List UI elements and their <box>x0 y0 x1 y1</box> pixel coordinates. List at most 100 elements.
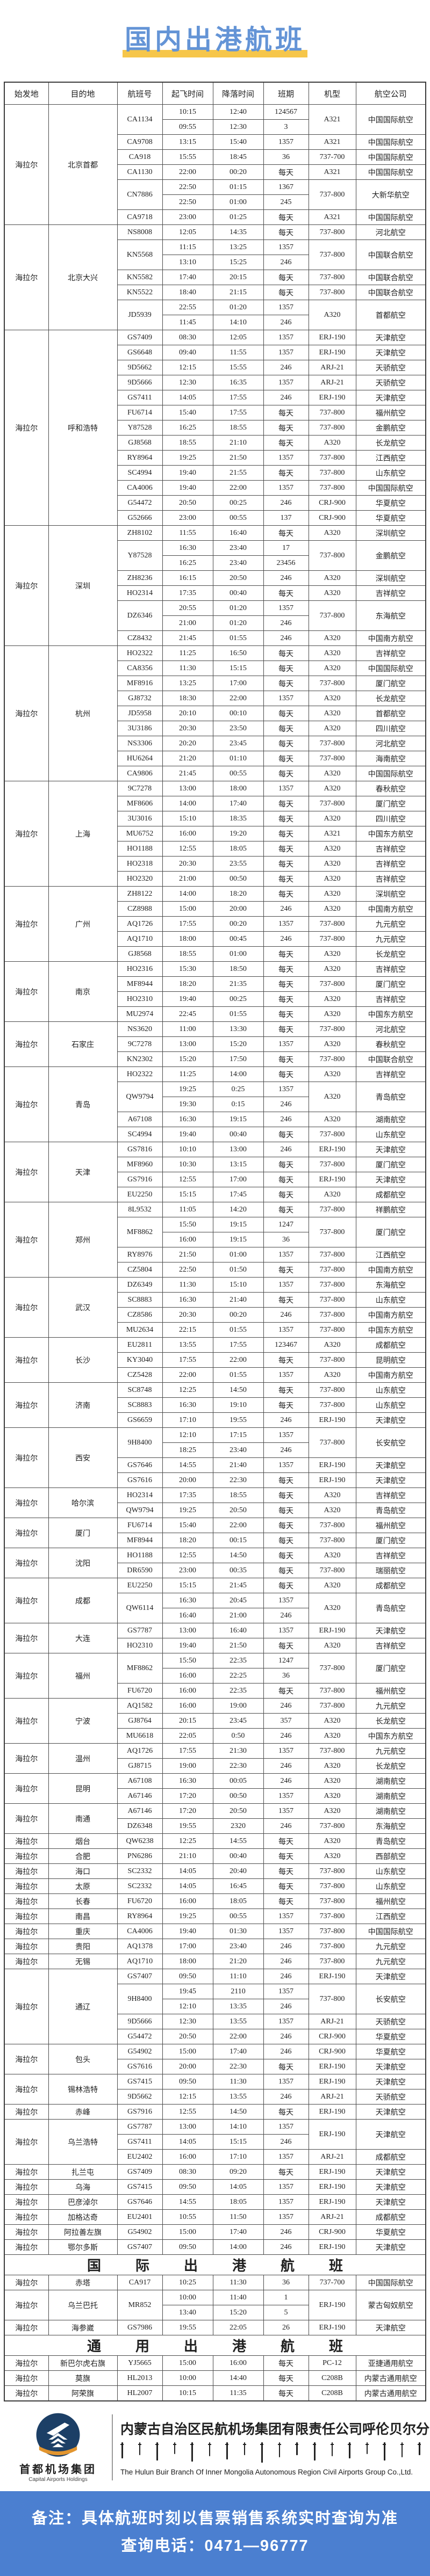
flight-row: 海拉尔 巴彦淖尔 GS7646 14:55 18:05 1357 ERJ-190 天津航空 <box>4 2194 426 2210</box>
cell-aircraft: 737-800 <box>308 1292 356 1308</box>
cell-airline: 天津航空 <box>355 2239 426 2255</box>
cell-aircraft: 737-800 <box>308 1743 356 1759</box>
cell-departure-time: 15:00 <box>162 2355 213 2371</box>
cell-flight-no: GS7616 <box>117 2059 163 2074</box>
cell-aircraft: ARJ-21 <box>308 2209 356 2225</box>
cell-destination: 南昌 <box>48 1909 118 1924</box>
cell-flight-no: CZ8586 <box>117 1307 163 1323</box>
cell-days: 1 <box>263 2290 309 2305</box>
cell-arrival-time: 21:55 <box>212 465 264 481</box>
cell-days: 每天 <box>263 841 309 857</box>
flight-row: 3U3186 20:30 23:50 每天 A320 四川航空 <box>4 721 426 736</box>
cell-days: 1357 <box>263 2194 309 2210</box>
cell-aircraft: 737-800 <box>308 1653 356 1684</box>
cell-flight-no: EU2250 <box>117 1187 163 1202</box>
cell-days: 36 <box>263 149 309 165</box>
cell-destination: 乌兰浩特 <box>48 2119 118 2165</box>
cell-aircraft: 737-800 <box>308 1127 356 1142</box>
cell-departure-time: 17:55 <box>162 916 213 932</box>
cell-aircraft: 737-800 <box>308 736 356 751</box>
cell-days: 1357 <box>263 916 309 932</box>
cell-aircraft: 737-800 <box>308 1277 356 1293</box>
col-header-7: 航空公司 <box>355 82 426 105</box>
cell-days: 每天 <box>263 1382 309 1398</box>
cell-origin: 海拉尔 <box>4 1518 49 1548</box>
cell-days: 1357 <box>263 134 309 150</box>
cell-departure-time: 14:00 <box>162 796 213 811</box>
cell-origin: 海拉尔 <box>4 2290 49 2320</box>
cell-airline: 江西航空 <box>355 1247 426 1262</box>
cell-arrival-time: 19:55 <box>212 1412 264 1428</box>
cell-origin: 海拉尔 <box>4 2370 49 2386</box>
cell-flight-no: 9H8400 <box>117 1984 163 2014</box>
flight-row: FU6720 16:00 22:35 每天 737-800 福州航空 <box>4 1683 426 1699</box>
cell-airline: 中国国际航空 <box>355 766 426 781</box>
cell-departure-time: 18:00 <box>162 931 213 947</box>
cell-airline: 东海航空 <box>355 1277 426 1293</box>
cell-airline: 华夏航空 <box>355 2029 426 2044</box>
cell-destination: 阿拉善左旗 <box>48 2224 118 2240</box>
cell-flight-no: G54902 <box>117 2044 163 2059</box>
cell-departure-time: 22:45 <box>162 1006 213 1022</box>
cell-aircraft: A320 <box>308 886 356 902</box>
flight-row: 16:00 22:25 36 <box>4 1668 426 1684</box>
cell-airline: 河北航空 <box>355 224 426 240</box>
flight-row: 海拉尔 乌兰浩特 GS7787 13:00 14:10 1357 ERJ-190 天津航空 <box>4 2119 426 2165</box>
cell-airline: 中国国际航空 <box>355 164 426 180</box>
cell-days: 1357 <box>263 2074 309 2089</box>
cell-aircraft: ARJ-21 <box>308 375 356 390</box>
cell-airline: 长安航空 <box>355 1427 426 1458</box>
logo-title: 首都机场集团 <box>19 2464 97 2476</box>
cell-flight-no: AQ1378 <box>117 1939 163 1954</box>
cell-days: 每天 <box>263 1187 309 1202</box>
cell-departure-time: 11:00 <box>162 1021 213 1037</box>
flight-row: EU2250 15:15 17:45 每天 A320 成都航空 <box>4 1187 426 1202</box>
cell-airline: 九元航空 <box>355 1954 426 1969</box>
cell-flight-no: GS7646 <box>117 2194 163 2210</box>
cell-arrival-time: 22:00 <box>212 691 264 706</box>
cell-flight-no: MF8862 <box>117 1653 163 1684</box>
cell-aircraft: A320 <box>308 570 356 586</box>
cell-aircraft: 737-800 <box>308 1021 356 1037</box>
cell-flight-no: GS7787 <box>117 2119 163 2135</box>
cell-arrival-time: 09:20 <box>212 2164 264 2180</box>
cell-departure-time: 13:10 <box>162 255 213 270</box>
flight-row: 19:30 0:15 246 <box>4 1097 426 1112</box>
cell-destination: 无锡 <box>48 1954 118 1969</box>
cell-departure-time: 12:30 <box>162 375 213 390</box>
cell-destination: 太原 <box>48 1878 118 1894</box>
cell-departure-time: 15:30 <box>162 961 213 977</box>
cell-days: 36 <box>263 2275 309 2290</box>
cell-aircraft: ERJ-190 <box>308 2164 356 2180</box>
logo-subtitle: Capital Airports Holdings <box>28 2477 88 2483</box>
cell-aircraft: 737-800 <box>308 1051 356 1067</box>
cell-days: 每天 <box>263 796 309 811</box>
col-header-4: 降落时间 <box>212 82 264 105</box>
cell-arrival-time: 01:20 <box>212 600 264 616</box>
cell-destination: 乌海 <box>48 2179 118 2195</box>
cell-arrival-time: 14:50 <box>212 2104 264 2120</box>
cell-flight-no: A67108 <box>117 1773 163 1789</box>
flight-row: EU2402 16:00 17:10 1357 ARJ-21 成都航空 <box>4 2149 426 2165</box>
flight-row: CZ8586 20:30 00:20 246 737-800 中国南方航空 <box>4 1307 426 1323</box>
cell-arrival-time: 20:50 <box>212 1503 264 1518</box>
cell-airline: 中国国际航空 <box>355 480 426 496</box>
cell-departure-time: 10:00 <box>162 2370 213 2386</box>
cell-departure-time: 21:00 <box>162 615 213 631</box>
cell-destination: 海参崴 <box>48 2320 118 2335</box>
cell-days: 1357 <box>263 691 309 706</box>
cell-flight-no: KN2302 <box>117 1051 163 1067</box>
cell-days: 每天 <box>263 465 309 481</box>
flight-row: MU6752 16:00 19:20 每天 A321 中国东方航空 <box>4 826 426 841</box>
cell-aircraft: 737-800 <box>308 1307 356 1323</box>
flight-row: 海拉尔 深圳 ZH8102 11:55 16:40 每天 A320 深圳航空 <box>4 525 426 646</box>
flight-row: HO2310 19:40 21:50 每天 A320 吉祥航空 <box>4 1638 426 1653</box>
cell-aircraft: 737-800 <box>308 1427 356 1458</box>
cell-aircraft: A320 <box>308 1503 356 1518</box>
cell-arrival-time: 01:55 <box>212 630 264 646</box>
cell-days: 246 <box>263 1999 309 2014</box>
cell-flight-no: QW9794 <box>117 1082 163 1112</box>
cell-flight-no: CA9708 <box>117 134 163 150</box>
cell-flight-no: CN7886 <box>117 179 163 210</box>
cell-flight-no: DR6590 <box>117 1563 163 1578</box>
